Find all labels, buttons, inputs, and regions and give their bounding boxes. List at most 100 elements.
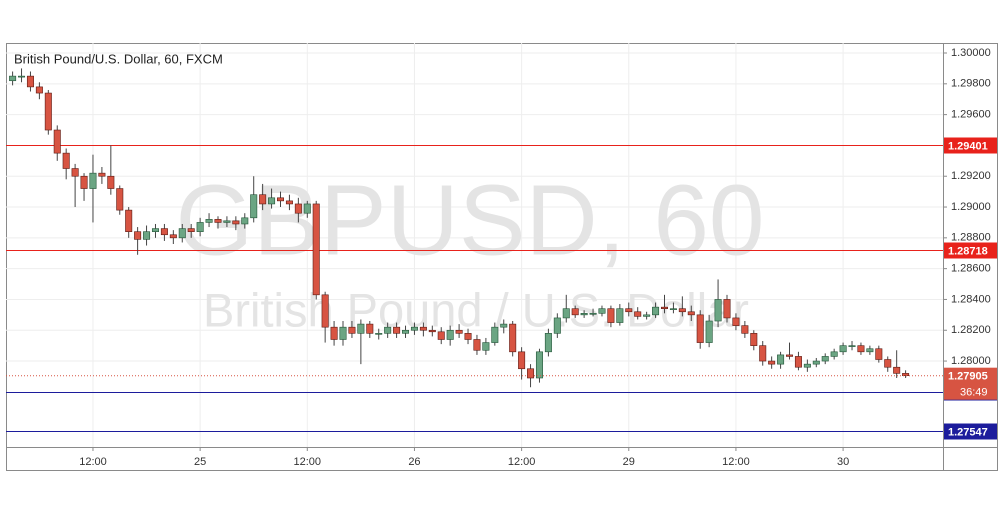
candle-body: [160, 228, 168, 236]
candle-body: [241, 217, 249, 225]
candle-body: [875, 348, 883, 360]
plot: [6, 68, 943, 432]
candle-body: [482, 342, 490, 351]
level-label: 1.29401: [948, 140, 988, 152]
candle-body: [232, 220, 240, 225]
y-tick-label: 1.29000: [951, 201, 991, 213]
candle-body: [812, 360, 820, 365]
candle-body: [428, 329, 436, 333]
candle-body: [705, 320, 713, 343]
candle-body: [544, 333, 552, 353]
candle-body: [125, 209, 133, 232]
candle-body: [80, 175, 88, 189]
candle-body: [759, 345, 767, 362]
candle-body: [857, 345, 865, 353]
last-price-bg: [944, 367, 997, 400]
candle-body: [652, 306, 660, 316]
candle-body: [178, 228, 186, 239]
candle-body: [455, 329, 463, 334]
y-tick-label: 1.30000: [951, 47, 991, 59]
candle-body: [777, 354, 785, 365]
candle-body: [44, 92, 52, 131]
candle-body: [357, 323, 365, 334]
candle-body: [9, 75, 17, 82]
candle-body: [437, 331, 445, 340]
candle-body: [625, 308, 633, 313]
candle-body: [294, 203, 302, 214]
candle-body: [553, 317, 561, 334]
candle-body: [562, 308, 570, 319]
candle-body: [616, 308, 624, 323]
candle-body: [473, 339, 481, 351]
x-tick-label: 29: [623, 456, 635, 468]
candle-body: [598, 308, 606, 314]
candle-body: [678, 308, 686, 313]
candle-body: [107, 175, 115, 189]
candle-body: [669, 308, 677, 310]
candle-body: [660, 306, 668, 309]
level-label-bg: [944, 242, 997, 259]
x-tick-label: 12:00: [508, 456, 536, 468]
candle-body: [491, 326, 499, 343]
y-tick-label: 1.29600: [951, 109, 991, 121]
x-tick-label: 12:00: [294, 456, 322, 468]
candle-body: [527, 368, 535, 379]
candle-body: [634, 311, 642, 317]
candle-body: [419, 326, 427, 331]
candle-body: [116, 188, 124, 211]
candle-body: [723, 299, 731, 319]
candle-body: [151, 228, 159, 232]
candle-body: [89, 172, 97, 189]
level-label: 1.28718: [948, 245, 988, 257]
candle-body: [830, 351, 838, 357]
x-tick-label: 30: [837, 456, 849, 468]
candle-body: [62, 152, 70, 169]
candle-body: [902, 373, 910, 376]
y-tick-label: 1.28800: [951, 232, 991, 244]
level-label-bg: [944, 423, 997, 440]
watermark-subtitle: British Pound / U.S. Dollar: [203, 283, 749, 336]
candle-body: [303, 203, 311, 214]
grid: [6, 43, 943, 447]
x-tick-label: 12:00: [722, 456, 750, 468]
candle-body: [285, 200, 293, 205]
candle-body: [741, 325, 749, 334]
candle-body: [250, 194, 258, 219]
candle-body: [500, 323, 508, 328]
chart-title: British Pound/U.S. Dollar, 60, FXCM: [14, 51, 223, 66]
candle-body: [535, 351, 543, 379]
candle-body: [339, 326, 347, 340]
candle-body: [375, 333, 383, 335]
candle-body: [134, 231, 142, 240]
candle-body: [848, 345, 856, 347]
candle-body: [768, 360, 776, 365]
candle-body: [714, 299, 722, 322]
candle-body: [71, 168, 79, 177]
candle-body: [214, 219, 222, 223]
candle-body: [410, 326, 418, 331]
candle-body: [26, 75, 34, 88]
candle-body: [196, 222, 204, 232]
candle-body: [223, 220, 231, 223]
candle-body: [446, 329, 454, 340]
candle-body: [687, 311, 695, 316]
y-tick-label: 1.28600: [951, 263, 991, 275]
candle-body: [205, 219, 213, 223]
candle-body: [98, 172, 106, 177]
candle-body: [839, 345, 847, 353]
candle-body: [393, 326, 401, 334]
candle-body: [794, 356, 802, 368]
candle-body: [276, 197, 284, 202]
labels: 1.30000 1.29800 1.29600 1.29200 1.29000 1.288…: [79, 47, 997, 468]
candle-body: [893, 366, 901, 374]
candle-body: [35, 86, 43, 94]
candle-body: [750, 333, 758, 346]
candle-body: [143, 231, 151, 240]
candle-body: [464, 333, 472, 340]
candle-body: [518, 351, 526, 370]
last-price-label: 1.27905: [948, 371, 988, 383]
candle-body: [571, 308, 579, 316]
candle-body: [402, 329, 410, 334]
candle-body: [187, 228, 195, 232]
